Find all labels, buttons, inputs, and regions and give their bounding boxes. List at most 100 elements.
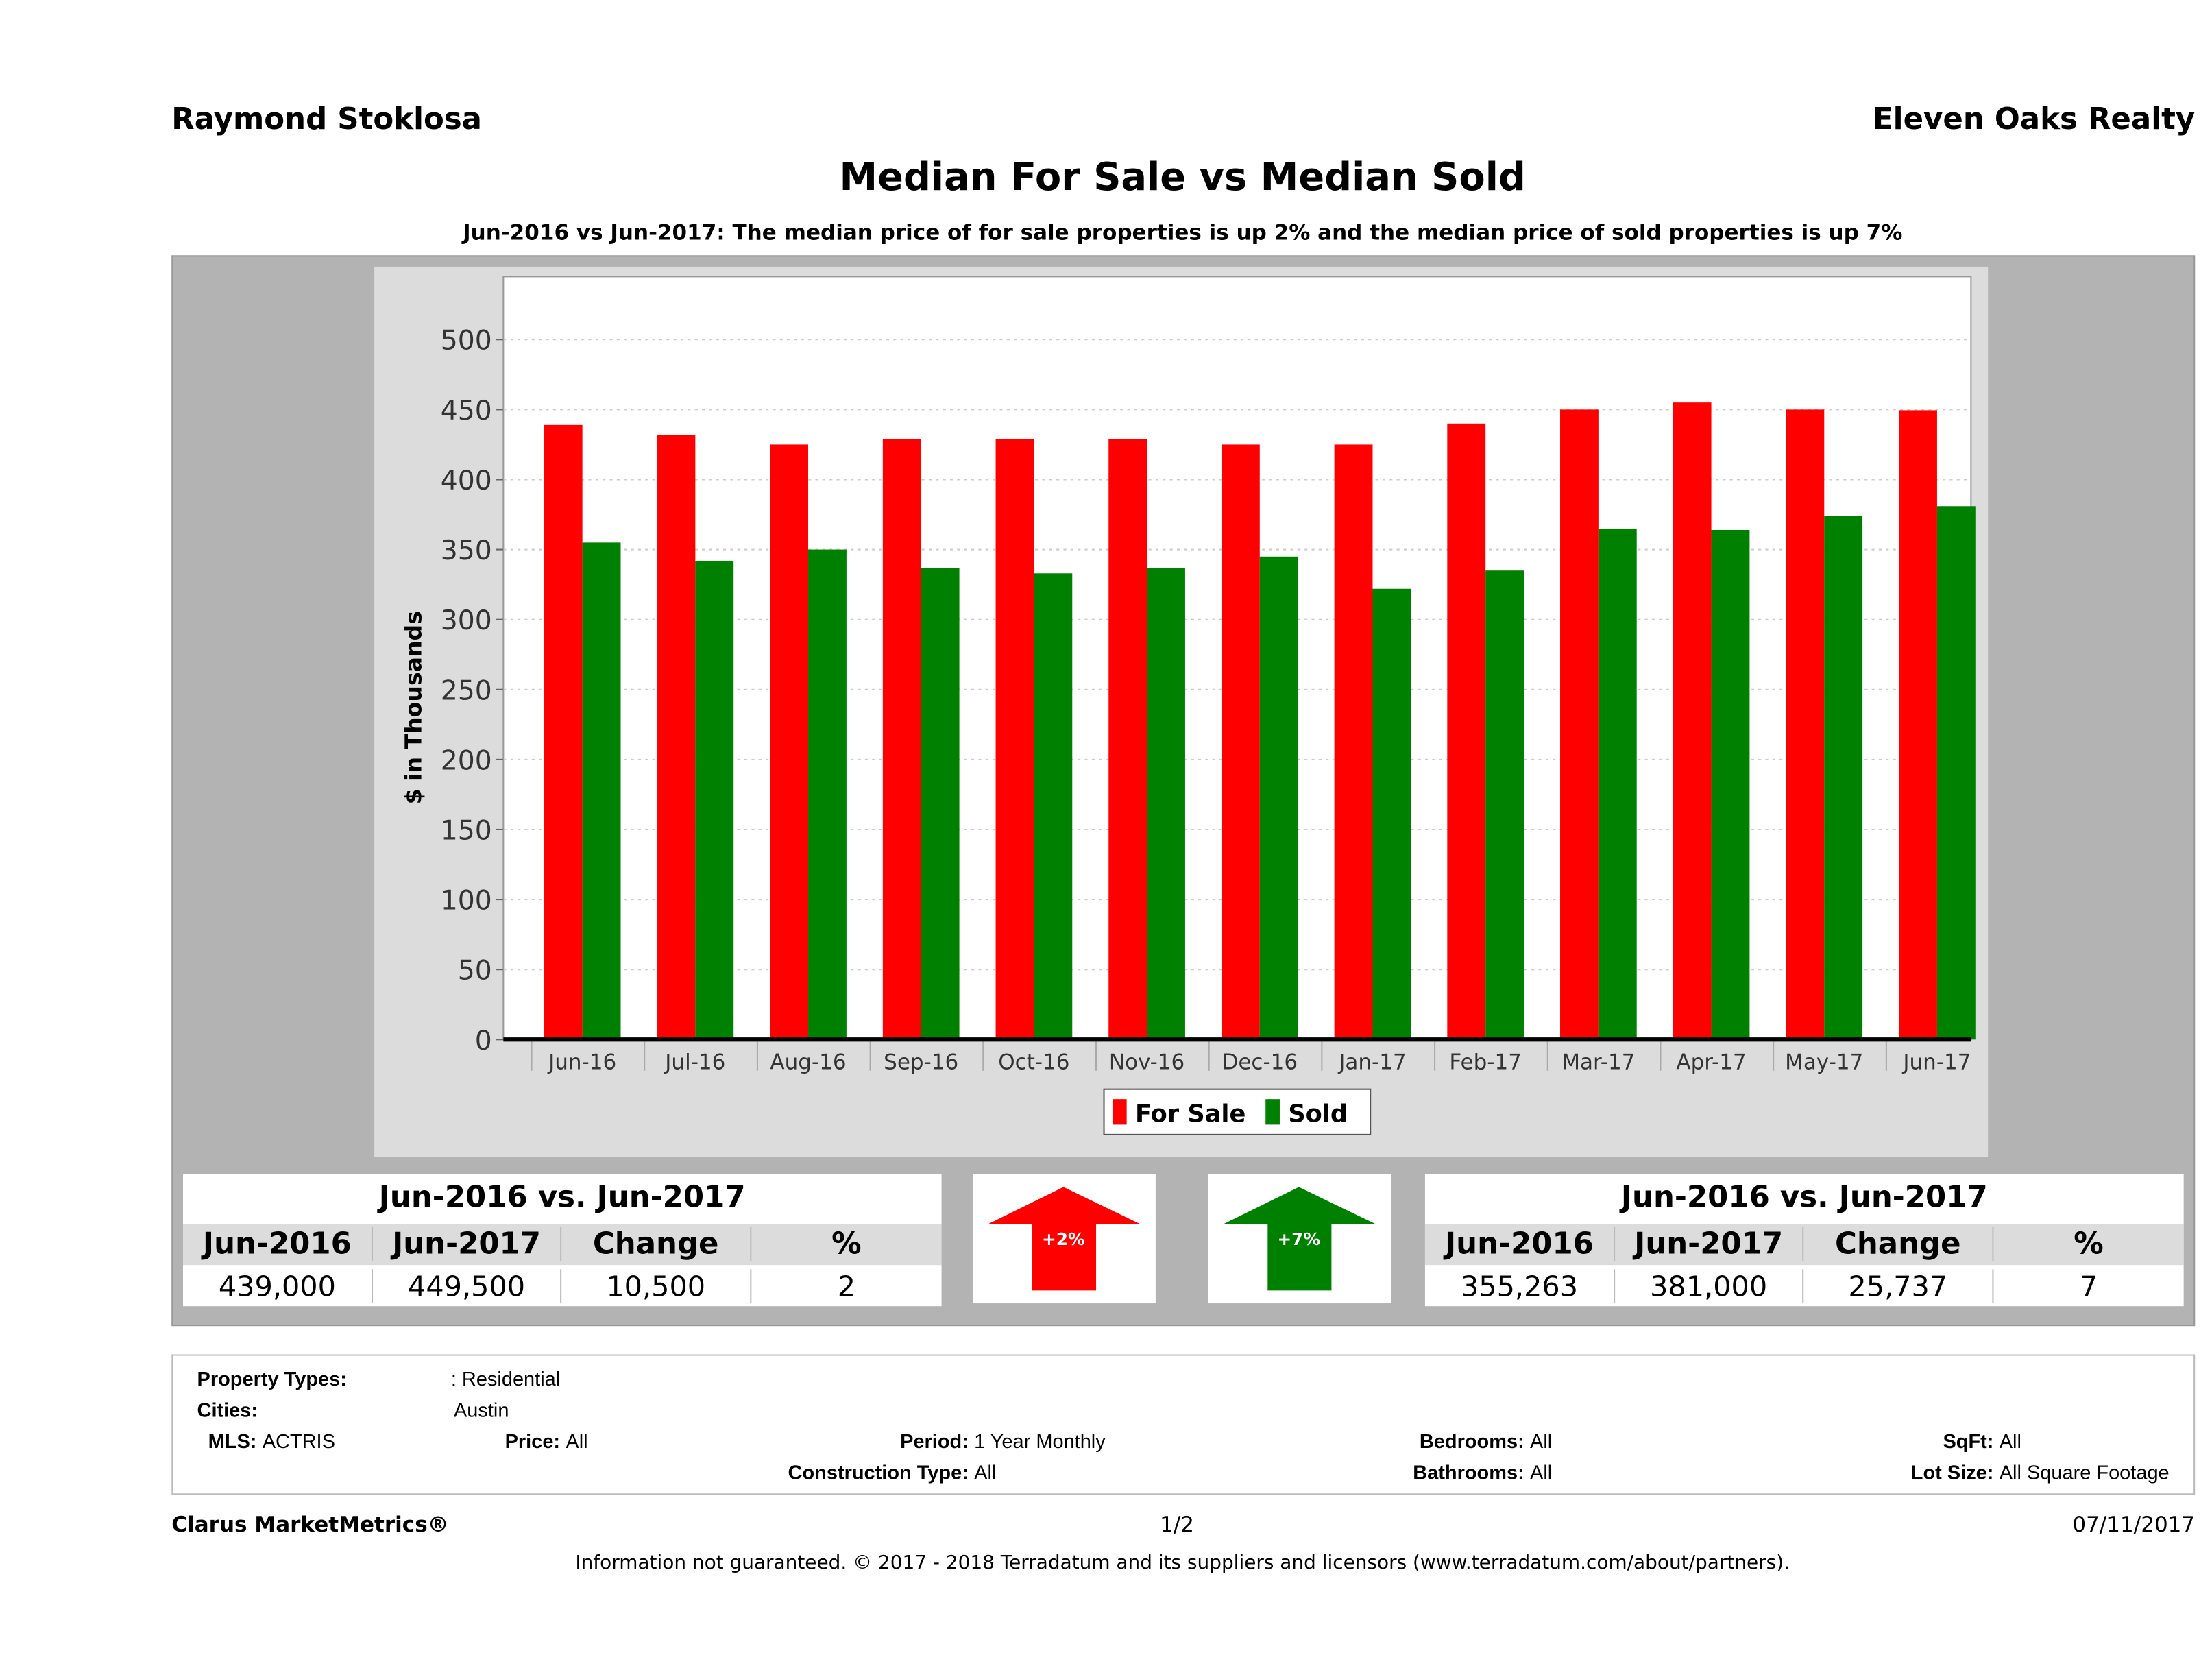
sold-bar <box>808 549 847 1040</box>
x-tick-label: Jun-16 <box>547 1050 616 1075</box>
sold-bar <box>1034 573 1073 1040</box>
x-tick-label: Mar-17 <box>1561 1050 1635 1075</box>
sold-bar <box>921 568 960 1040</box>
table-cell: 439,000 <box>218 1269 336 1304</box>
chart-title: Median For Sale vs Median Sold <box>839 156 1526 200</box>
arrow-up-icon: +7% <box>1224 1187 1376 1291</box>
for-sale-change-indicator: +2% <box>973 1174 1156 1304</box>
column-header: Change <box>560 1227 750 1261</box>
column-header: % <box>1992 1227 2183 1261</box>
x-tick-label: Oct-16 <box>998 1050 1069 1075</box>
brokerage-name: Eleven Oaks Realty <box>1873 101 2196 136</box>
for-sale-bar <box>995 439 1034 1040</box>
x-tick-label: May-17 <box>1785 1050 1863 1075</box>
y-tick-label: 350 <box>441 535 492 566</box>
sold-bar <box>1824 516 1863 1040</box>
lot-size-label: Lot Size: <box>1910 1460 1994 1484</box>
legend-swatch <box>1112 1099 1127 1125</box>
cities-label: Cities: <box>197 1398 258 1421</box>
sold-bar <box>1711 529 1750 1040</box>
y-tick-label: 500 <box>441 326 492 357</box>
property-types-label: Property Types: <box>197 1367 347 1390</box>
for-sale-bar <box>1221 444 1260 1040</box>
bathrooms-value: All <box>1530 1460 1553 1484</box>
table-cell: 449,500 <box>371 1269 560 1304</box>
x-tick-label: Jan-17 <box>1337 1050 1406 1075</box>
x-tick-label: Apr-17 <box>1676 1050 1746 1075</box>
x-tick-label: Dec-16 <box>1222 1050 1298 1075</box>
cities-filter: Cities: Austin <box>197 1398 509 1421</box>
report-date: 07/11/2017 <box>2072 1512 2196 1538</box>
sqft-filter: SqFt: All <box>1943 1429 2021 1453</box>
column-header: Jun-2017 <box>1614 1227 1802 1261</box>
sold-bar <box>695 560 734 1040</box>
header-row <box>182 1224 942 1266</box>
arrow-up-icon: +2% <box>988 1187 1141 1291</box>
y-tick-label: 100 <box>441 886 492 917</box>
table-cell: 10,500 <box>560 1269 750 1304</box>
for-sale-bar <box>1334 444 1373 1040</box>
x-tick-label: Sep-16 <box>884 1050 958 1075</box>
sold-summary-table: Jun-2016 vs. Jun-2017 Jun-2016 355,263 Jun… <box>1424 1174 2184 1307</box>
for-sale-bar <box>1560 409 1599 1040</box>
legend-label: For Sale <box>1135 1100 1245 1128</box>
y-tick-label: 150 <box>441 815 492 846</box>
mls-value: ACTRIS <box>262 1429 335 1453</box>
table-cell: 2 <box>750 1269 941 1304</box>
agent-name: Raymond Stoklosa <box>171 101 483 136</box>
sold-bar <box>1372 588 1411 1040</box>
column-header: Jun-2017 <box>371 1227 560 1261</box>
property-types-filter: Property Types: : Residential <box>197 1367 561 1390</box>
y-tick-label: 250 <box>441 675 492 706</box>
sqft-value: All <box>1999 1429 2021 1453</box>
price-filter: Price: All <box>505 1429 588 1452</box>
for-sale-bar <box>657 435 696 1040</box>
y-tick-label: 400 <box>441 466 492 496</box>
for-sale-bar <box>770 444 809 1040</box>
sold-change-label: +7% <box>1277 1229 1320 1249</box>
sqft-label: SqFt: <box>1943 1429 1994 1453</box>
sold-bar <box>1259 556 1298 1040</box>
y-tick-label: 450 <box>441 396 492 426</box>
legend <box>1103 1088 1372 1135</box>
for-sale-bar <box>1447 423 1486 1040</box>
sold-bar <box>1598 528 1637 1040</box>
table-title: Jun-2016 vs. Jun-2017 <box>1620 1180 1988 1214</box>
legend-label: Sold <box>1288 1100 1348 1128</box>
table-cell: 381,000 <box>1614 1269 1802 1304</box>
x-tick-label: Aug-16 <box>770 1050 846 1075</box>
period-value: 1 Year Monthly <box>974 1429 1106 1453</box>
table-cell: 355,263 <box>1460 1269 1579 1304</box>
x-tick-label: Jun-17 <box>1901 1050 1971 1075</box>
sold-bar <box>1936 506 1976 1040</box>
disclaimer: Information not guaranteed. © 2017 - 201… <box>575 1551 1790 1575</box>
for-sale-bar <box>544 424 583 1040</box>
legend-swatch <box>1265 1099 1280 1125</box>
x-tick-label: Jul-16 <box>664 1050 725 1075</box>
bathrooms-filter: Bathrooms: All <box>1413 1460 1553 1484</box>
chart-subtitle: Jun-2016 vs Jun-2017: The median price o… <box>463 219 1903 245</box>
property-types-value: : Residential <box>450 1367 561 1390</box>
table-cell: 7 <box>1992 1269 2183 1304</box>
bedrooms-label: Bedrooms: <box>1419 1429 1524 1453</box>
for-sale-bar <box>1108 439 1147 1040</box>
y-tick-label: 300 <box>441 605 492 636</box>
construction-label: Construction Type: <box>788 1460 969 1484</box>
period-label: Period: <box>900 1429 969 1453</box>
y-axis-label: $ in Thousands <box>400 611 426 804</box>
header-row <box>1424 1224 2184 1266</box>
cities-value: Austin <box>453 1398 509 1421</box>
y-tick-label: 200 <box>441 745 492 776</box>
sold-bar <box>1485 570 1524 1040</box>
for-sale-summary-table: Jun-2016 vs. Jun-2017 Jun-2016 439,000 Jun… <box>182 1174 942 1307</box>
mls-filter: MLS: ACTRIS <box>208 1429 335 1453</box>
for-sale-bar <box>1673 402 1712 1040</box>
x-tick-label: Nov-16 <box>1109 1050 1184 1075</box>
sold-bar <box>582 542 621 1040</box>
column-header: Jun-2016 <box>1445 1227 1594 1261</box>
price-label: Price: <box>505 1429 561 1453</box>
lot-size-value: All Square Footage <box>1999 1460 2170 1484</box>
y-tick-label: 0 <box>475 1026 492 1056</box>
construction-filter: Construction Type: All <box>788 1461 997 1484</box>
